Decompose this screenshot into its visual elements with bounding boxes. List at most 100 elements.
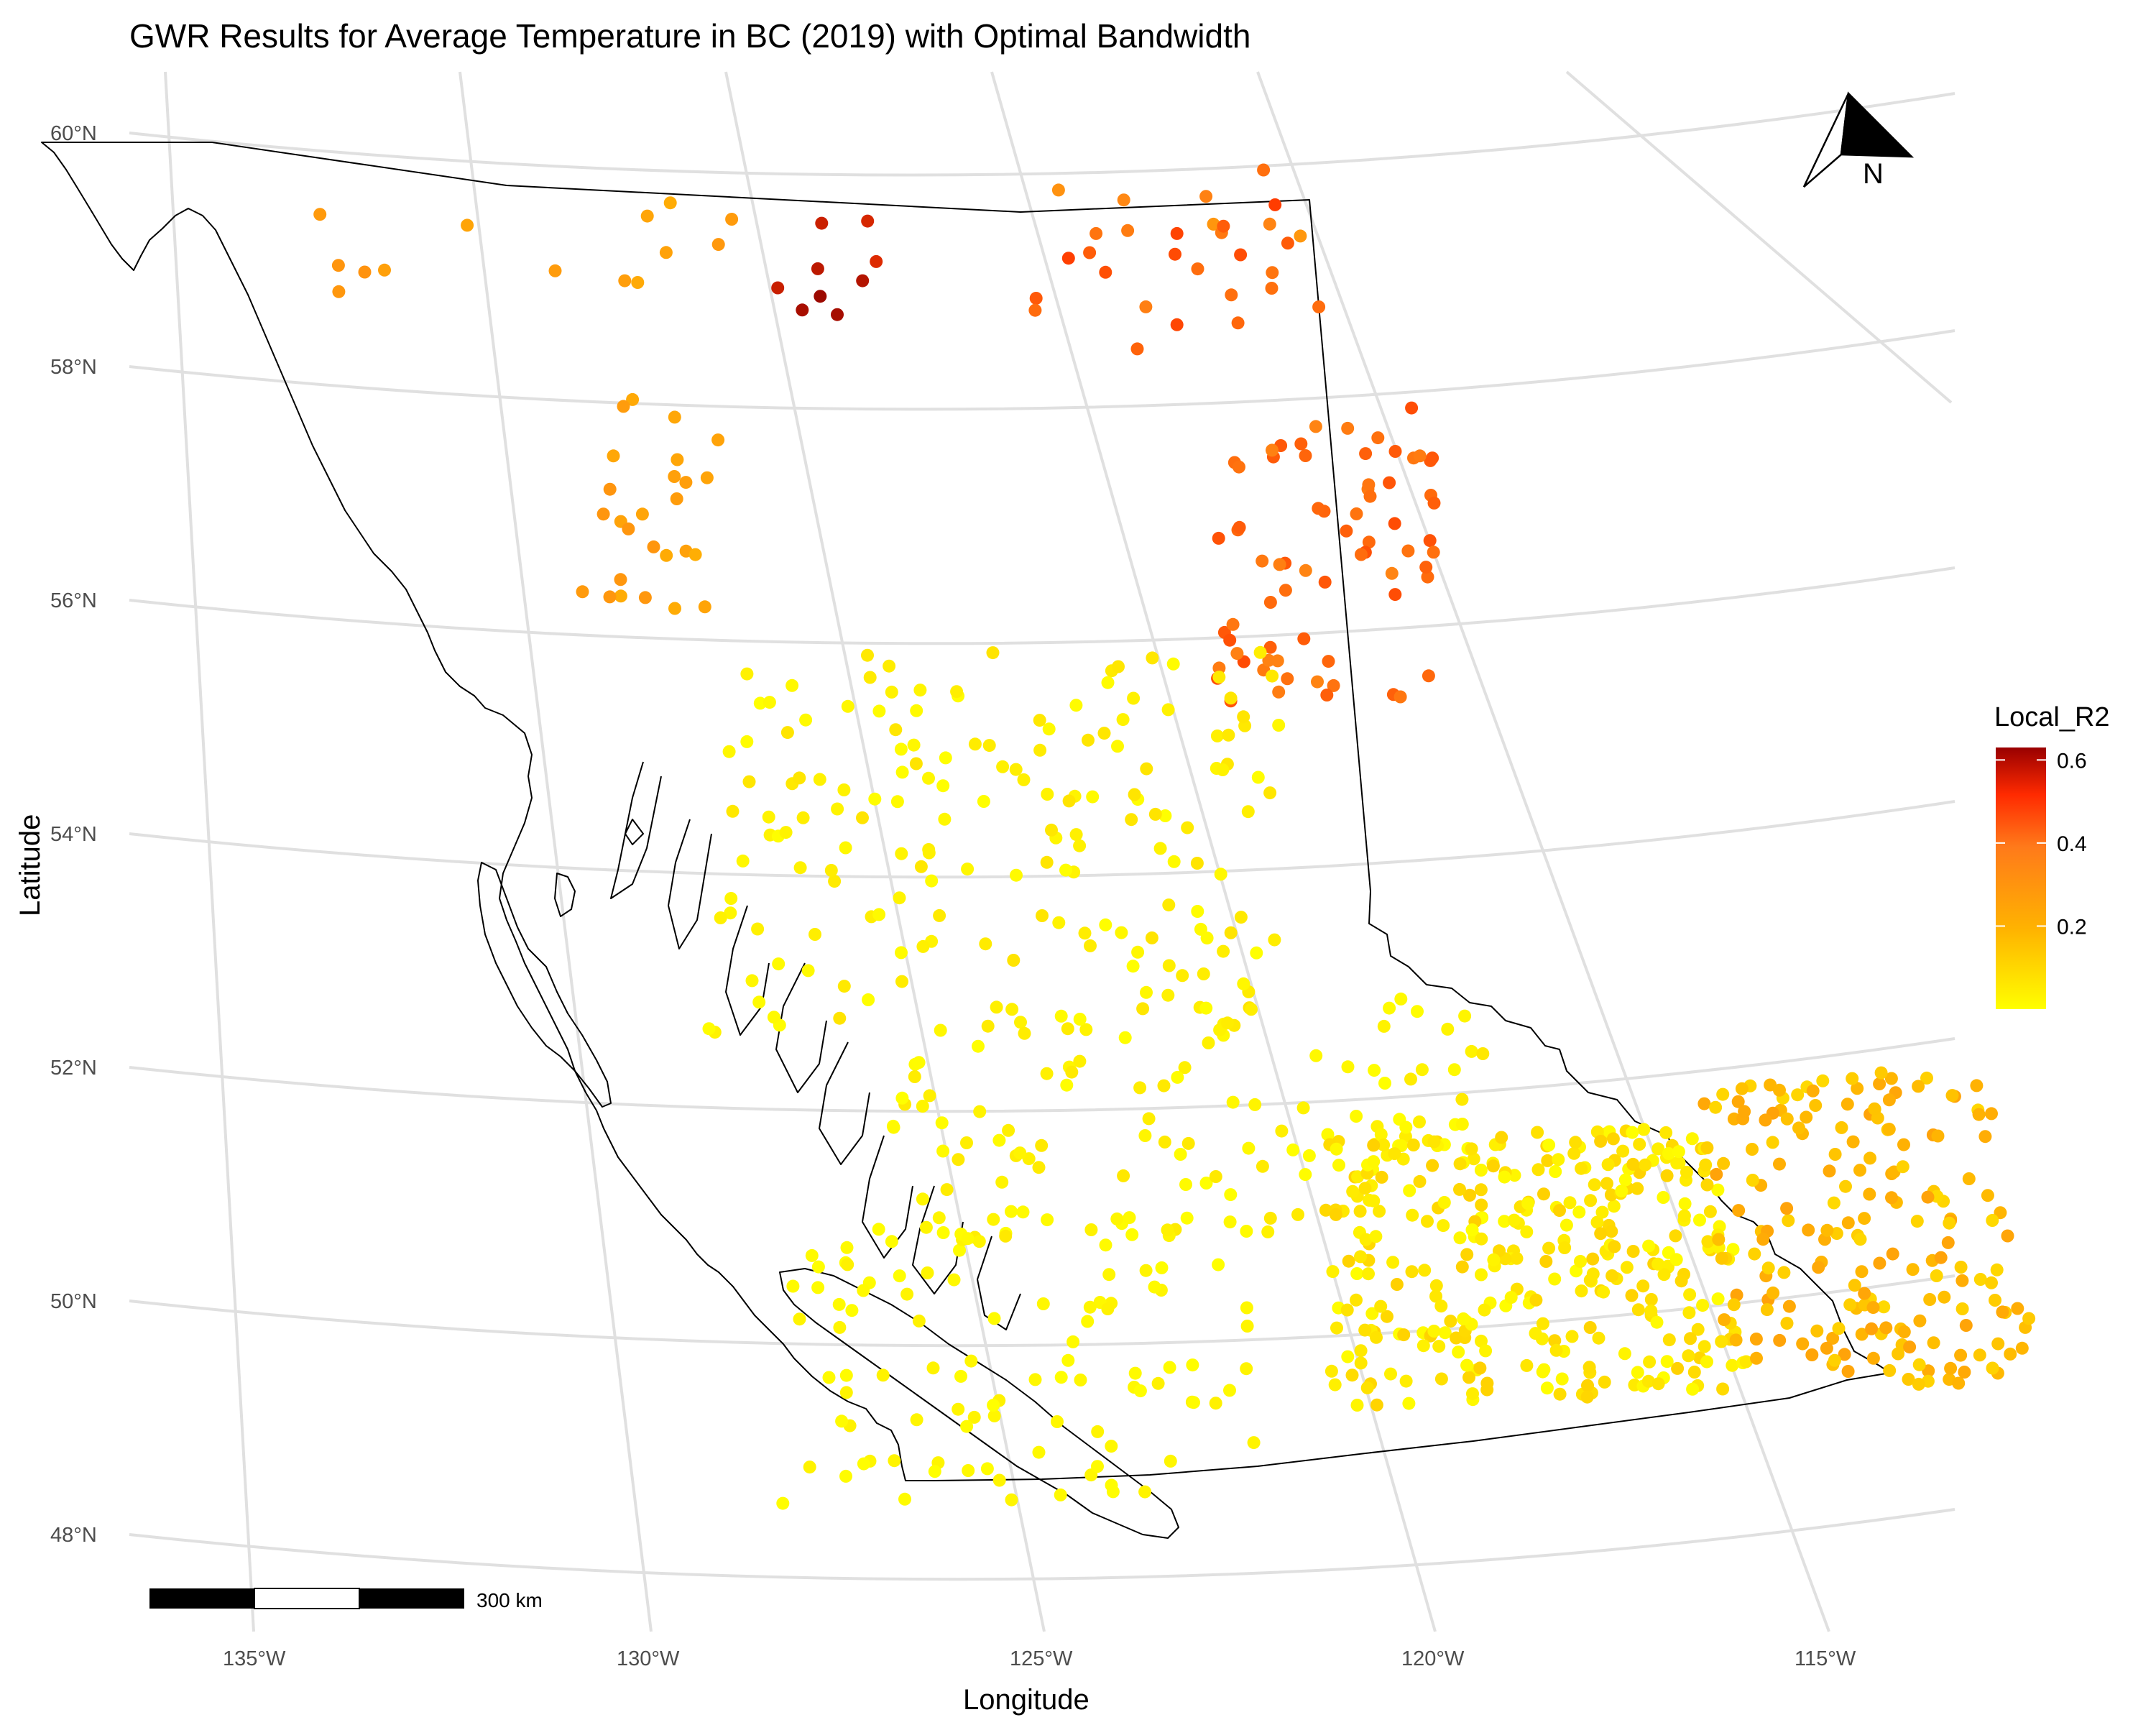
station-point: [1413, 1115, 1426, 1128]
station-point: [1434, 1300, 1448, 1313]
station-point: [1415, 1063, 1429, 1077]
station-point: [1234, 911, 1248, 924]
station-point: [793, 771, 806, 785]
station-point: [1365, 1307, 1379, 1320]
station-point: [1455, 1118, 1469, 1131]
station-point: [1437, 1196, 1451, 1209]
station-point: [1642, 1239, 1656, 1253]
graticule-lon-120: [990, 71, 1437, 1632]
station-point: [796, 303, 809, 317]
station-point: [1302, 1149, 1316, 1162]
station-point: [1923, 1293, 1937, 1306]
station-point: [1226, 617, 1240, 631]
station-point: [898, 1492, 911, 1506]
station-point: [1005, 1493, 1018, 1506]
station-point: [1715, 1335, 1728, 1348]
station-point: [981, 1019, 995, 1033]
station-point: [1650, 1315, 1664, 1329]
station-point: [614, 589, 627, 603]
station-point: [1607, 1200, 1621, 1213]
station-point: [1567, 1146, 1581, 1160]
station-point: [1329, 1208, 1342, 1221]
station-point: [1052, 916, 1066, 929]
station-point: [1266, 266, 1279, 280]
station-point: [751, 922, 765, 936]
station-point: [1626, 1157, 1640, 1171]
station-point: [1548, 1334, 1562, 1348]
station-point: [1885, 1191, 1898, 1205]
station-point: [1812, 1261, 1825, 1274]
station-point: [1138, 1485, 1152, 1499]
station-point: [952, 1402, 965, 1416]
station-point: [1078, 926, 1092, 940]
station-point: [1670, 1156, 1684, 1170]
station-point: [1241, 805, 1255, 819]
station-point: [780, 726, 794, 740]
station-point: [1291, 1208, 1304, 1221]
station-point: [1139, 300, 1153, 313]
station-point: [700, 471, 714, 484]
station-point: [1739, 1355, 1753, 1368]
station-point: [1151, 1376, 1165, 1390]
station-point: [2004, 1347, 2017, 1361]
station-point: [1033, 743, 1047, 757]
station-point: [895, 765, 909, 779]
station-point: [1179, 1178, 1192, 1191]
station-point: [1169, 247, 1181, 261]
station-point: [1369, 1230, 1383, 1243]
station-point: [1224, 926, 1238, 939]
station-point: [1245, 1003, 1258, 1016]
station-point: [841, 699, 854, 713]
station-point: [1760, 1303, 1774, 1317]
station-point: [832, 1297, 846, 1311]
legend-tick-label: 0.2: [2057, 915, 2087, 939]
station-point: [1709, 1100, 1723, 1114]
station-point: [1994, 1206, 2007, 1220]
station-point: [1388, 517, 1401, 530]
station-point: [1216, 763, 1230, 776]
station-point: [724, 892, 738, 905]
station-point: [895, 1091, 909, 1105]
station-point: [1639, 1158, 1652, 1172]
station-point: [1263, 786, 1277, 800]
station-point: [1330, 1321, 1343, 1335]
station-point: [313, 208, 327, 221]
station-point: [1700, 1355, 1713, 1368]
station-point: [1180, 1211, 1194, 1225]
station-point: [833, 1320, 847, 1334]
station-point: [1625, 1289, 1639, 1302]
haida-gwaii-north: [554, 873, 576, 917]
station-point: [939, 751, 952, 765]
station-point: [1256, 554, 1269, 568]
station-point: [799, 713, 813, 727]
station-point: [753, 696, 767, 710]
station-point: [1296, 1101, 1310, 1115]
station-point: [1069, 699, 1083, 712]
graticule-lat-60: [129, 92, 1955, 177]
station-point: [1716, 1087, 1730, 1101]
station-point: [1014, 1016, 1027, 1029]
station-point: [841, 1258, 854, 1271]
station-point: [1761, 1261, 1775, 1275]
station-point: [837, 980, 851, 993]
station-point: [1133, 1081, 1147, 1095]
station-point: [1272, 719, 1286, 732]
station-point: [1684, 1332, 1697, 1346]
station-point: [1682, 1306, 1696, 1320]
station-point: [1345, 1368, 1359, 1382]
station-point: [1231, 316, 1245, 330]
station-point: [1520, 1358, 1534, 1372]
station-point: [1018, 1026, 1031, 1040]
station-point: [1223, 1215, 1237, 1229]
station-point: [1563, 1196, 1577, 1210]
station-point: [1800, 1110, 1813, 1124]
station-point: [1054, 1009, 1068, 1023]
station-point: [947, 1273, 961, 1287]
station-point: [726, 804, 740, 818]
station-point: [1158, 1135, 1171, 1149]
station-point: [895, 975, 908, 988]
station-point: [1359, 447, 1373, 461]
station-point: [1005, 1205, 1018, 1218]
station-point: [1354, 1250, 1367, 1264]
station-point: [1247, 1436, 1261, 1450]
